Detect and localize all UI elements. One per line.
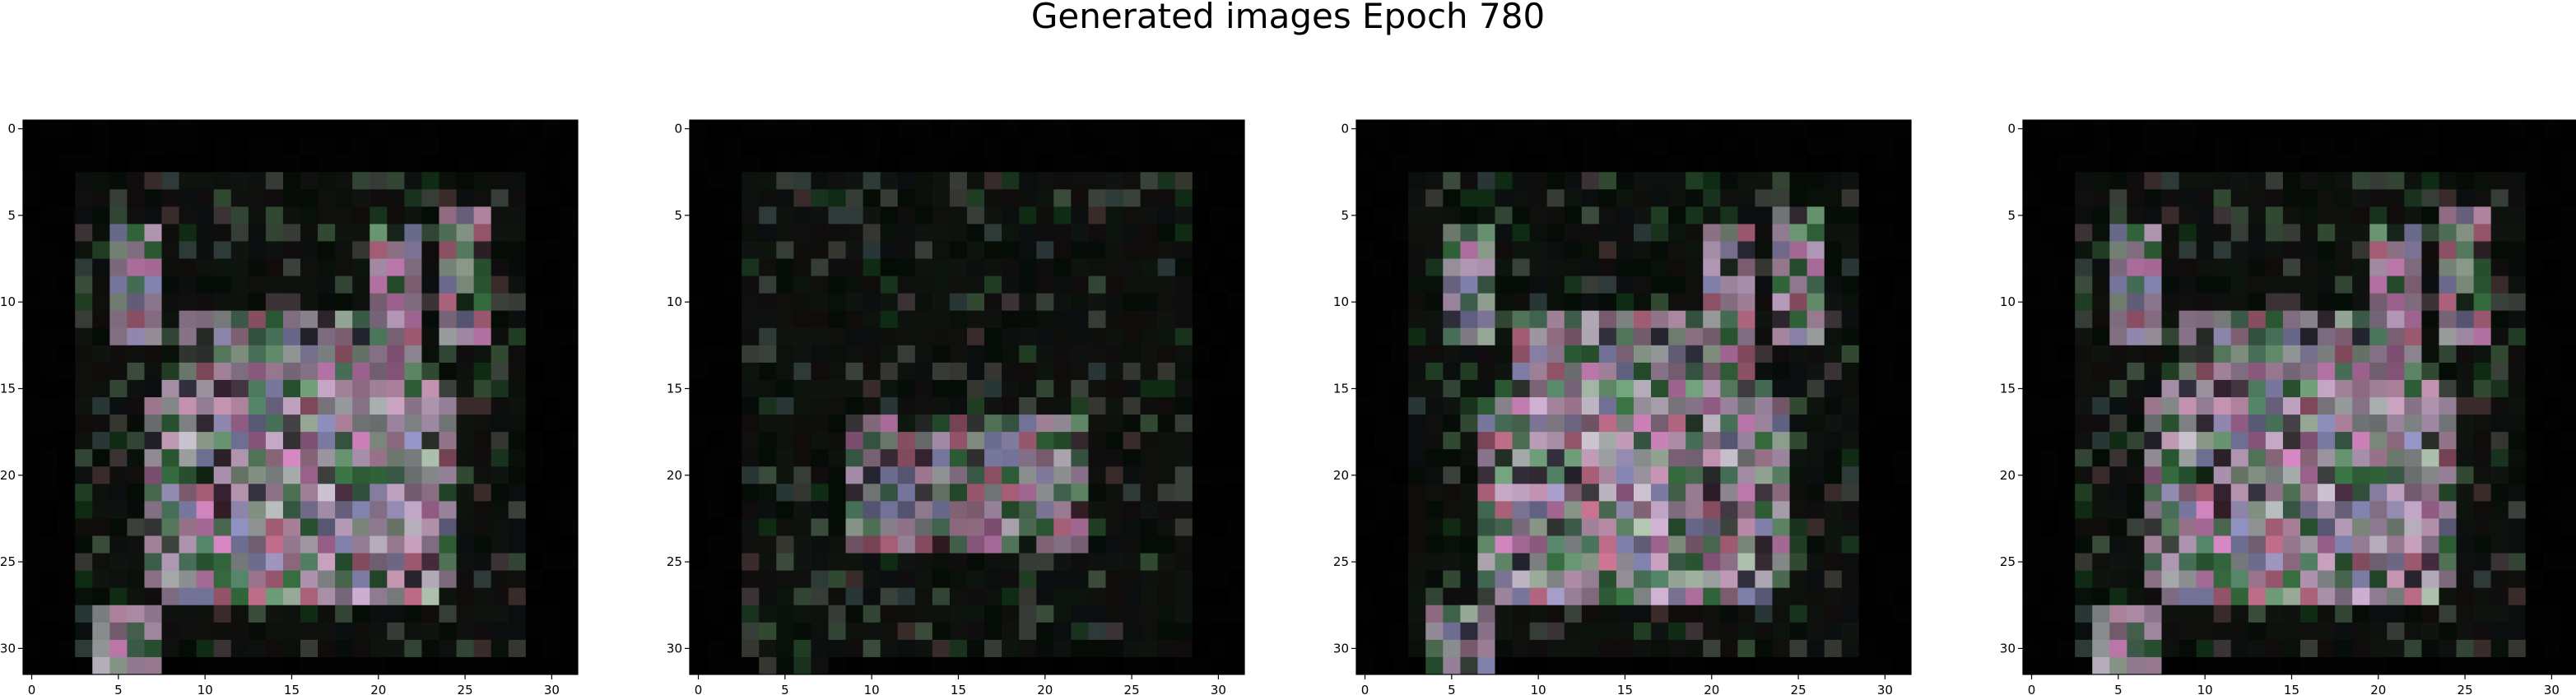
generated-image <box>2023 120 2576 675</box>
y-tick-label: 30 <box>2000 641 2016 656</box>
y-tick-label: 15 <box>0 381 16 396</box>
x-tick-label: 30 <box>1877 683 1893 695</box>
y-tick-label: 0 <box>7 122 16 137</box>
x-tick-label: 5 <box>1448 683 1456 695</box>
y-tick-label: 5 <box>2007 208 2016 223</box>
axes-frame <box>22 119 579 675</box>
x-tick-label: 10 <box>1531 683 1546 695</box>
x-tick-label: 0 <box>28 683 36 695</box>
y-tick-label: 25 <box>0 554 16 569</box>
x-tick-label: 10 <box>2197 683 2213 695</box>
x-tick-label: 10 <box>198 683 213 695</box>
x-tick-label: 25 <box>1791 683 1806 695</box>
y-tick-label: 30 <box>1333 641 1349 656</box>
y-tick-label: 0 <box>674 122 682 137</box>
image-panel-svg: 0 0 5 5 10 10 15 15 20 20 25 25 30 30 <box>667 119 1245 695</box>
y-tick-label: 15 <box>1333 381 1349 396</box>
x-tick-label: 15 <box>951 683 966 695</box>
image-panel-svg: 0 0 5 5 10 10 15 15 20 20 25 25 30 30 <box>1333 119 1912 695</box>
x-tick-label: 25 <box>2457 683 2473 695</box>
generated-image <box>1356 120 1912 675</box>
y-tick-label: 20 <box>667 468 682 483</box>
y-tick-label: 0 <box>1341 122 1349 137</box>
x-tick-label: 0 <box>695 683 703 695</box>
figure-title: Generated images Epoch 780 <box>1030 0 1546 36</box>
y-tick-label: 10 <box>667 294 682 309</box>
x-tick-label: 20 <box>370 683 386 695</box>
x-tick-label: 30 <box>544 683 560 695</box>
x-tick-label: 25 <box>458 683 473 695</box>
image-panel-svg: 0 0 5 5 10 10 15 15 20 20 25 25 30 30 <box>2000 119 2576 695</box>
x-tick-label: 15 <box>1617 683 1633 695</box>
x-tick-label: 0 <box>2028 683 2036 695</box>
axes-frame <box>689 119 1245 675</box>
x-tick-label: 20 <box>2370 683 2386 695</box>
x-tick-label: 5 <box>114 683 123 695</box>
y-tick-label: 15 <box>667 381 682 396</box>
y-tick-label: 25 <box>2000 554 2016 569</box>
y-tick-label: 0 <box>2007 122 2016 137</box>
x-tick-label: 30 <box>1211 683 1226 695</box>
axes-frame <box>2022 119 2576 675</box>
x-tick-label: 5 <box>781 683 789 695</box>
image-panel-2: 0 0 5 5 10 10 15 15 20 20 25 25 30 30 <box>667 0 1292 695</box>
y-tick-label: 10 <box>0 294 16 309</box>
x-tick-label: 15 <box>2284 683 2299 695</box>
axes-frame <box>1355 119 1912 675</box>
x-tick-label: 15 <box>284 683 300 695</box>
y-tick-label: 5 <box>7 208 16 223</box>
x-tick-label: 5 <box>2114 683 2123 695</box>
x-tick-label: 0 <box>1361 683 1369 695</box>
y-tick-label: 25 <box>667 554 682 569</box>
generated-image <box>23 120 579 675</box>
y-tick-label: 15 <box>2000 381 2016 396</box>
y-tick-label: 30 <box>0 641 16 656</box>
image-panel-3: 0 0 5 5 10 10 15 15 20 20 25 25 30 30 <box>1333 0 1959 695</box>
x-tick-label: 10 <box>864 683 880 695</box>
y-tick-label: 30 <box>667 641 682 656</box>
x-tick-label: 20 <box>1037 683 1053 695</box>
image-panel-svg: 0 0 5 5 10 10 15 15 20 20 25 25 30 30 <box>0 119 579 695</box>
y-tick-label: 10 <box>2000 294 2016 309</box>
y-tick-label: 5 <box>674 208 682 223</box>
y-tick-label: 20 <box>1333 468 1349 483</box>
x-tick-label: 25 <box>1124 683 1140 695</box>
image-panel-4: 0 0 5 5 10 10 15 15 20 20 25 25 30 30 <box>2000 0 2576 695</box>
y-tick-label: 10 <box>1333 294 1349 309</box>
y-tick-label: 25 <box>1333 554 1349 569</box>
image-panel-1: 0 0 5 5 10 10 15 15 20 20 25 25 30 30 <box>0 0 625 695</box>
y-tick-label: 20 <box>2000 468 2016 483</box>
x-tick-label: 30 <box>2544 683 2560 695</box>
y-tick-label: 20 <box>0 468 16 483</box>
generated-image <box>690 120 1245 675</box>
y-tick-label: 5 <box>1341 208 1349 223</box>
x-tick-label: 20 <box>1704 683 1719 695</box>
